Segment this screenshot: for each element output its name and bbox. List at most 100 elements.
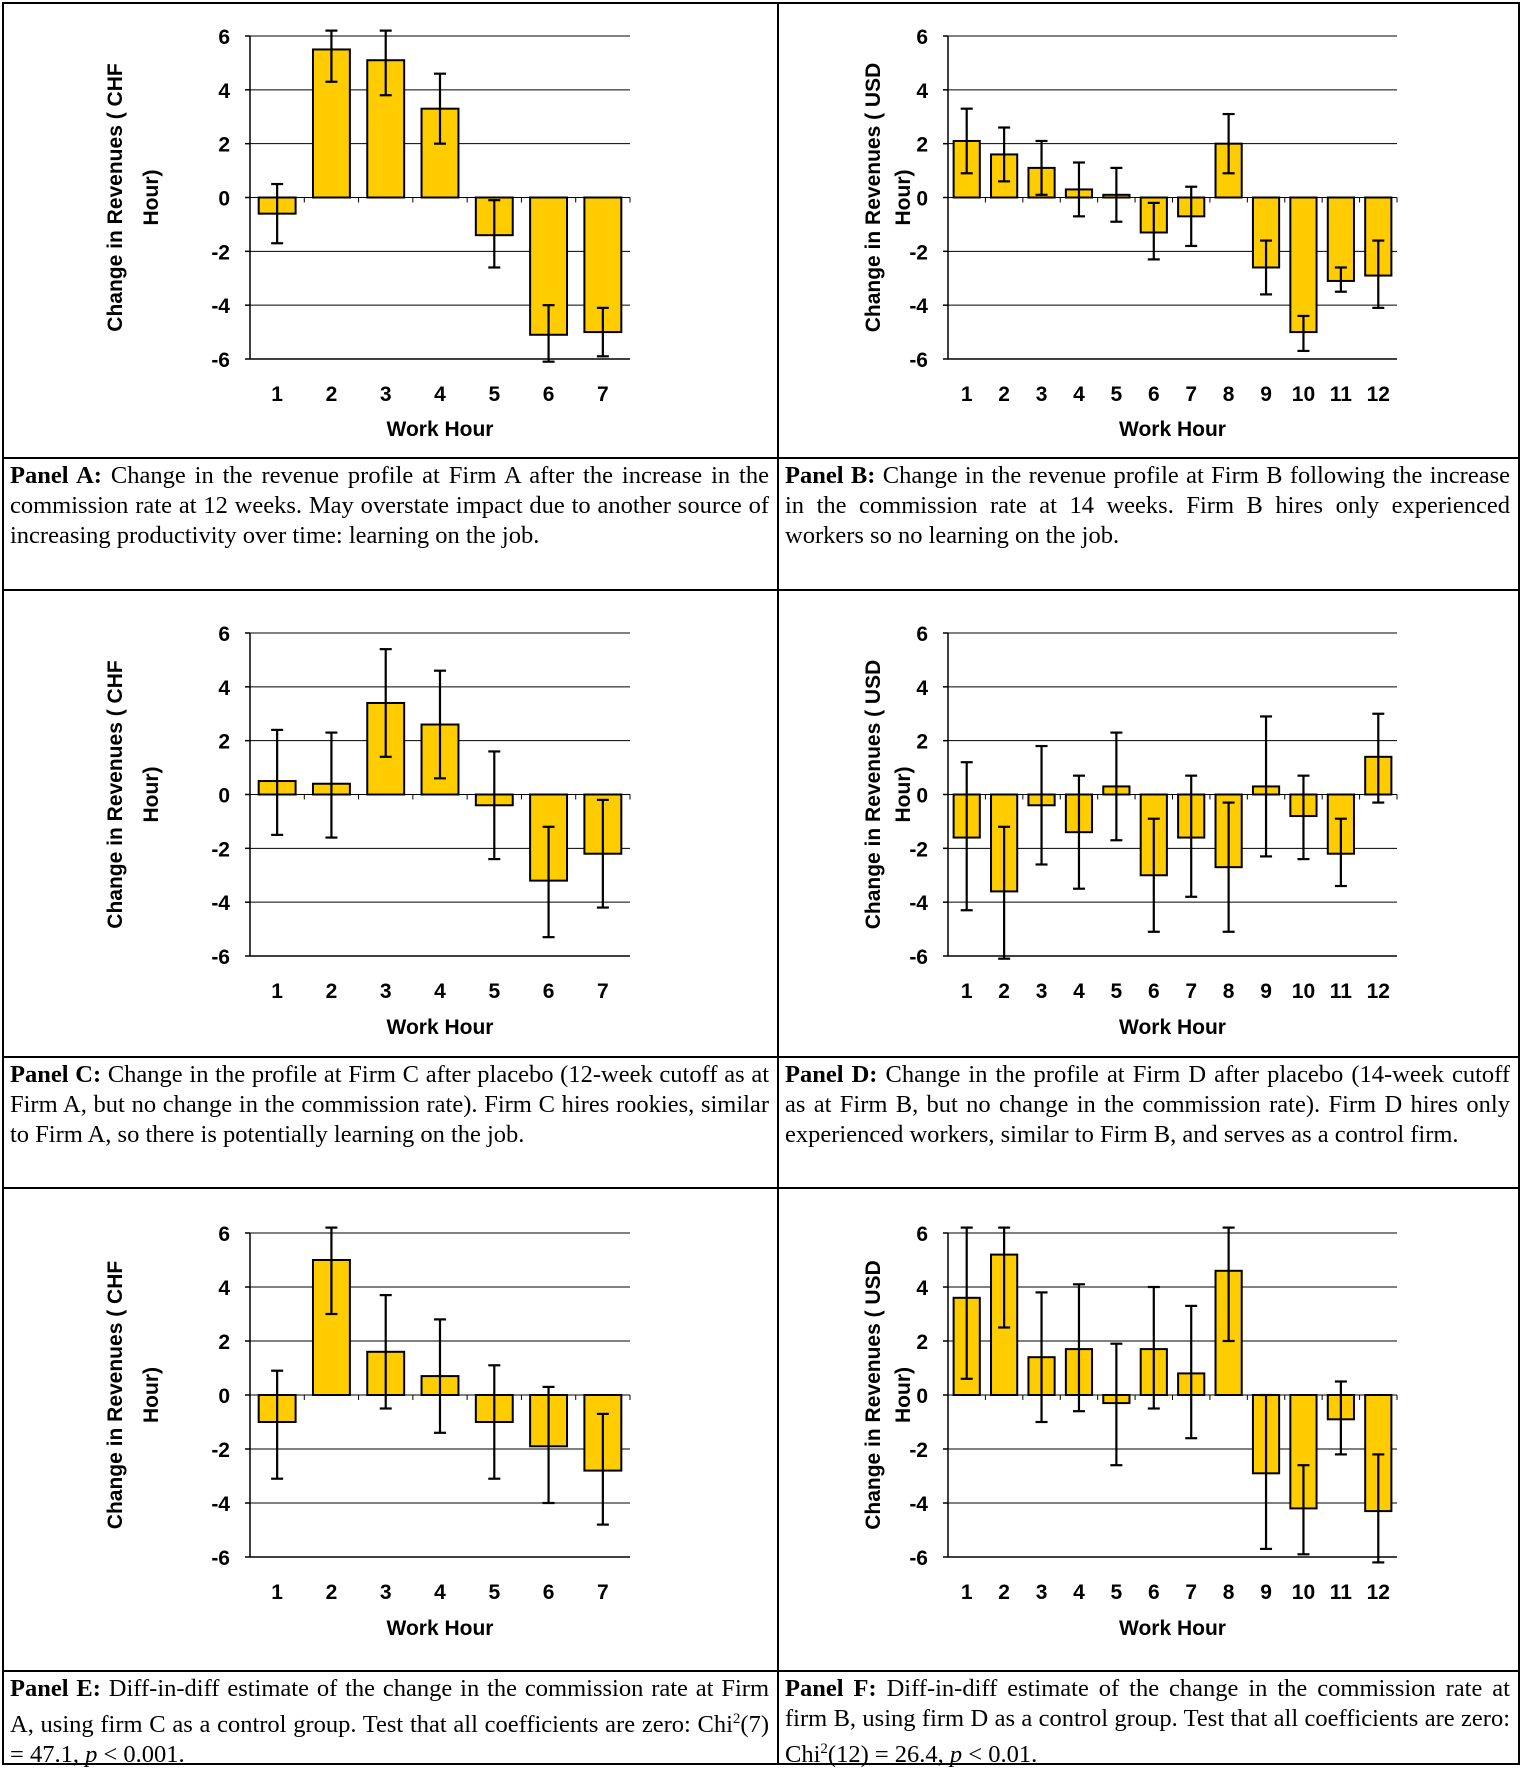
panel-e-y-tick-label: -4 [211,1493,230,1516]
panel-f-y-tick-label: -2 [909,1439,928,1462]
chart-panel-f: -6 -4 -2 0 2 4 6 1 2 3 4 5 6 7 8 9 10 11 12 Work Hour Change… [779,1189,1518,1672]
panel-a-y-tick-label: -6 [211,349,230,372]
panel-c-y-tick-label: -4 [211,892,230,915]
panel-e-x-tick-label: 6 [543,1581,555,1604]
caption-b-text: Change in the revenue profile at Firm B … [785,462,1510,549]
panel-f-y-axis-title-line1: Change in Revenues ( USD [862,1260,885,1530]
panel-f-y-tick-label: -6 [909,1547,928,1570]
panel-a-y-tick-label: 6 [218,26,230,49]
panel-c-x-tick-label: 1 [271,980,283,1003]
panel-b-y-tick-label: 2 [916,134,928,157]
panel-e-x-tick-label: 2 [326,1581,338,1604]
panel-d-y-tick-label: -2 [909,838,928,861]
caption-d-label: Panel D: [785,1061,878,1088]
caption-e-stat-post: (7) = 47.1, [10,1711,769,1769]
chart-panel-c: -6 -4 -2 0 2 4 6 1 2 3 4 5 6 7 Work Hour Change in Reve… [4,591,779,1058]
caption-e-p: p [85,1741,98,1769]
panel-e-y-tick-label: 6 [218,1223,230,1246]
panel-c-x-tick-label: 5 [488,980,500,1003]
chart-panel-b: -6 -4 -2 0 2 4 6 1 2 3 4 5 6 7 8 9 10 11 12 Work Hour Change… [779,4,1518,459]
panel-d-y-tick-label: 2 [916,731,928,754]
panel-d-x-tick-label: 2 [998,980,1010,1003]
panel-b-x-tick-label: 2 [998,383,1010,406]
panel-b-x-tick-label: 5 [1111,383,1123,406]
caption-a-label: Panel A: [10,462,102,489]
caption-d-text: Change in the profile at Firm D after pl… [785,1061,1510,1148]
panel-f-x-axis-title: Work Hour [1119,1617,1226,1640]
panel-c-y-axis-title-line1: Change in Revenues ( CHF [104,660,127,929]
caption-b: Panel B: Change in the revenue profile a… [779,459,1518,591]
panel-b-x-tick-label: 7 [1185,383,1197,406]
panel-a-y-tick-label: 2 [218,134,230,157]
panel-d-x-tick-label: 9 [1260,980,1272,1003]
panel-c-x-tick-label: 4 [434,980,446,1003]
panel-c-y-tick-label: 6 [218,623,230,646]
panel-d-y-tick-label: -4 [909,892,928,915]
panel-b-bar [1289,196,1318,334]
panel-a-x-tick-label: 1 [271,383,283,406]
panel-b-x-tick-label: 6 [1148,383,1160,406]
panel-b-x-tick-label: 9 [1260,383,1272,406]
panel-c-x-tick-label: 7 [597,980,609,1003]
panel-e-y-tick-label: 2 [218,1331,230,1354]
panel-c-y-tick-label: -2 [211,838,230,861]
panel-d-x-tick-label: 5 [1111,980,1123,1003]
chart-svg-a: -6 -4 -2 0 2 4 6 1 2 3 4 5 6 7 Work Hour Change in Reve… [104,26,631,441]
panel-f-x-tick-label: 9 [1260,1581,1272,1604]
panel-a-x-tick-label: 5 [488,383,500,406]
caption-f-text: Diff-in-diff estimate of the change in t… [785,1675,1510,1732]
panel-b-x-tick-label: 10 [1292,383,1315,406]
panel-b-y-axis-title-line1: Change in Revenues ( USD [862,63,885,333]
panel-e-x-tick-label: 3 [380,1581,392,1604]
panel-c-y-tick-label: -6 [211,946,230,969]
caption-d: Panel D: Change in the profile at Firm D… [779,1058,1518,1189]
panel-f-y-axis-title-line2: Hour) [892,1367,915,1423]
panel-d-y-tick-label: 0 [916,785,928,808]
panel-b-x-tick-label: 3 [1036,383,1048,406]
panel-a-y-tick-label: -4 [211,295,230,318]
panel-a-x-axis-title: Work Hour [387,418,494,441]
caption-f-label: Panel F: [785,1675,877,1702]
caption-f-p-post: < 0.01. [962,1741,1038,1769]
panel-e-x-tick-label: 4 [434,1581,446,1604]
panel-c-x-tick-label: 2 [326,980,338,1003]
panel-f-y-tick-label: 2 [916,1331,928,1354]
panel-f-y-tick-label: 0 [916,1385,928,1408]
panel-a-x-tick-label: 2 [326,383,338,406]
caption-f-p: p [949,1741,963,1769]
panel-a-y-tick-label: 4 [218,80,230,103]
panel-b-y-tick-label: -4 [909,295,928,318]
panel-d-y-axis-title-line1: Change in Revenues ( USD [862,660,885,930]
panel-a-y-tick-label: -2 [211,241,230,264]
panel-d-x-axis-title: Work Hour [1119,1016,1226,1039]
panel-b-x-tick-label: 11 [1330,383,1353,406]
chart-svg-e: -6 -4 -2 0 2 4 6 1 2 3 4 5 6 7 Work Hour Change in Reve… [104,1223,631,1640]
caption-e-stat: Chi [697,1711,733,1739]
panel-d-x-tick-label: 12 [1367,980,1390,1003]
panel-f-x-tick-label: 10 [1292,1581,1315,1604]
panel-f-x-tick-label: 11 [1330,1581,1353,1604]
caption-c-label: Panel C: [10,1061,102,1088]
caption-f-stat: Chi [785,1741,821,1769]
panel-b-x-tick-label: 12 [1367,383,1390,406]
panel-b-y-tick-label: -6 [909,349,928,372]
chart-svg-c: -6 -4 -2 0 2 4 6 1 2 3 4 5 6 7 Work Hour Change in Reve… [104,623,631,1039]
panel-e-y-tick-label: -2 [211,1439,230,1462]
panel-d-y-axis-title-line2: Hour) [892,767,915,823]
panel-f-x-tick-label: 1 [961,1581,973,1604]
panel-c-x-axis-title: Work Hour [387,1016,494,1039]
panel-b-x-tick-label: 4 [1073,383,1085,406]
panel-b-y-tick-label: 4 [916,80,928,103]
panel-d-x-tick-label: 3 [1036,980,1048,1003]
panel-e-x-tick-label: 1 [271,1581,283,1604]
panel-f-y-tick-label: 4 [916,1277,928,1300]
panel-a-x-tick-label: 7 [597,383,609,406]
panel-b-y-tick-label: -2 [909,241,928,264]
panel-d-x-tick-label: 1 [961,980,973,1003]
panel-e-x-tick-label: 7 [597,1581,609,1604]
caption-c: Panel C: Change in the profile at Firm C… [4,1058,779,1189]
caption-f-stat-post: (12) = 26.4, [827,1741,950,1769]
panel-b-x-tick-label: 8 [1223,383,1235,406]
